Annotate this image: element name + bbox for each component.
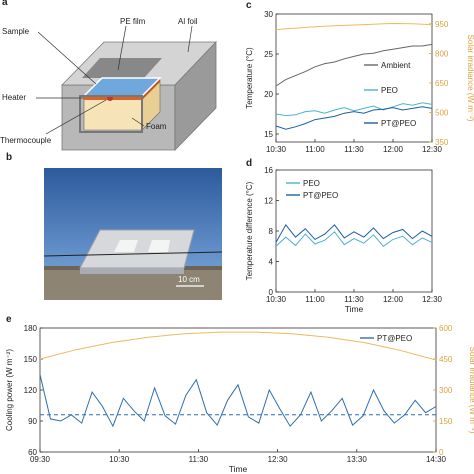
legend-label: PT@PEO: [381, 119, 416, 128]
legend-label: PT@PEO: [303, 191, 338, 200]
y2-tick-label: 500: [435, 108, 449, 117]
x-tick-label: 11:30: [344, 145, 364, 154]
series-solar-irradiance-line: [39, 331, 437, 361]
chart-e-frame: [39, 327, 437, 453]
y2-tick-label: 0: [439, 448, 444, 457]
series-pt-peo-line: [39, 374, 437, 428]
x-axis-label: Time: [229, 464, 248, 474]
series-pt-peo-line: [275, 224, 433, 243]
x-tick-label: 12:30: [422, 145, 443, 154]
panel-c-letter: c: [246, 0, 252, 11]
y2-tick-label: 800: [435, 49, 449, 58]
photo-cable: [44, 251, 222, 257]
chart-e: e 60 90 120 150 180 0 150 300 450 600 09:30 10:30 11:…: [5, 314, 474, 474]
y-tick-label: 15: [264, 130, 273, 139]
y2-tick-label: 600: [439, 324, 453, 333]
foam-leader: [131, 117, 145, 127]
y-tick-label: 4: [269, 258, 274, 267]
x-tick-label: 10:30: [266, 295, 287, 304]
series-peo-line: [275, 102, 433, 117]
legend-label: PT@PEO: [377, 334, 412, 343]
x-tick-label: 14:30: [426, 455, 447, 464]
x-tick-label: 10:30: [266, 145, 287, 154]
panel-e-letter: e: [6, 314, 12, 325]
x-tick-label: 11:30: [189, 455, 209, 464]
y2-tick-label: 300: [439, 386, 453, 395]
x-tick-label: 12:00: [383, 295, 404, 304]
series-pt-peo-line: [275, 106, 433, 130]
x-tick-label: 11:00: [305, 295, 325, 304]
chart-d-frame: [275, 169, 433, 293]
photo-sample-2: [148, 240, 170, 252]
x-tick-label: 09:30: [30, 455, 51, 464]
y-tick-label: 25: [264, 50, 273, 59]
y2-tick-label: 450: [439, 355, 453, 364]
foam-front: [83, 97, 143, 131]
legend-label: PEO: [381, 86, 398, 95]
x-tick-label: 13:30: [347, 455, 368, 464]
x-tick-label: 12:30: [422, 295, 443, 304]
y-tick-label: 120: [24, 386, 38, 395]
label-foam: Foam: [146, 122, 167, 131]
scale-bar-label: 10 cm: [178, 275, 200, 284]
chart-d: d 0 4 8 12 16 10:30 11:00 11:30 12:00 12:30 Time Tem…: [245, 158, 443, 314]
series-solar-irradiance-line: [275, 22, 433, 31]
panel-a-schematic: [36, 25, 217, 151]
label-al-foil: Al foil: [178, 17, 198, 26]
y-axis-label: Temperature difference (°C): [245, 181, 254, 280]
al-foil-leader: [187, 25, 193, 53]
y-tick-label: 16: [264, 166, 273, 175]
panel-d-letter: d: [246, 158, 252, 169]
panel-a-letter: a: [2, 0, 8, 8]
y-tick-label: 150: [24, 355, 38, 364]
recess-frame: [79, 95, 143, 133]
y-tick-label: 90: [28, 417, 37, 426]
label-thermocouple: Thermocouple: [0, 136, 52, 145]
y-tick-label: 180: [24, 324, 38, 333]
panel-b-letter: b: [6, 152, 13, 163]
x-tick-label: 11:00: [305, 145, 325, 154]
device-photo: 10 cm: [44, 168, 222, 300]
pe-film-leader: [117, 25, 127, 71]
sample-leader: [37, 31, 97, 85]
y-tick-label: 30: [264, 10, 273, 19]
x-tick-label: 11:30: [344, 295, 364, 304]
box-side: [174, 41, 217, 151]
y-tick-label: 60: [28, 448, 37, 457]
photo-foil-box-front: [80, 268, 184, 274]
y-tick-label: 20: [264, 90, 273, 99]
x-tick-label: 10:30: [109, 455, 130, 464]
y-tick-label: 0: [269, 288, 274, 297]
legend-label: Ambient: [381, 61, 411, 70]
series-peo-line: [275, 231, 433, 247]
y2-tick-label: 350: [435, 138, 449, 147]
y-tick-label: 8: [269, 227, 274, 236]
chart-c: c 15 20 25 30 350 500 650 800 950 10:30 11:00 11:30 1…: [245, 0, 474, 154]
y-axis-label: Temperature (°C): [245, 47, 254, 109]
x-tick-label: 12:30: [268, 455, 289, 464]
photo-illustration: [44, 168, 222, 300]
label-pe-film: PE film: [120, 17, 146, 26]
series-ambient-line: [275, 43, 433, 87]
y2-tick-label: 150: [439, 417, 453, 426]
y2-tick-label: 650: [435, 79, 449, 88]
photo-sample-1: [114, 240, 138, 252]
x-axis-label: Time: [345, 304, 364, 314]
legend-label: PEO: [303, 179, 320, 188]
recess-back: [82, 58, 162, 78]
label-sample: Sample: [2, 27, 30, 36]
y2-axis-label: Solar irradiance (W m⁻²): [466, 35, 474, 122]
photo-foil-box: [79, 229, 195, 269]
x-tick-label: 12:00: [383, 145, 404, 154]
y-axis-label: Cooling power (W m⁻²): [5, 349, 14, 431]
y2-tick-label: 950: [435, 20, 449, 29]
thermocouple-leader: [45, 99, 107, 135]
y2-axis-label: Solar irradiance (W m⁻²): [468, 347, 474, 434]
label-heater: Heater: [2, 93, 27, 102]
y-tick-label: 12: [264, 197, 273, 206]
